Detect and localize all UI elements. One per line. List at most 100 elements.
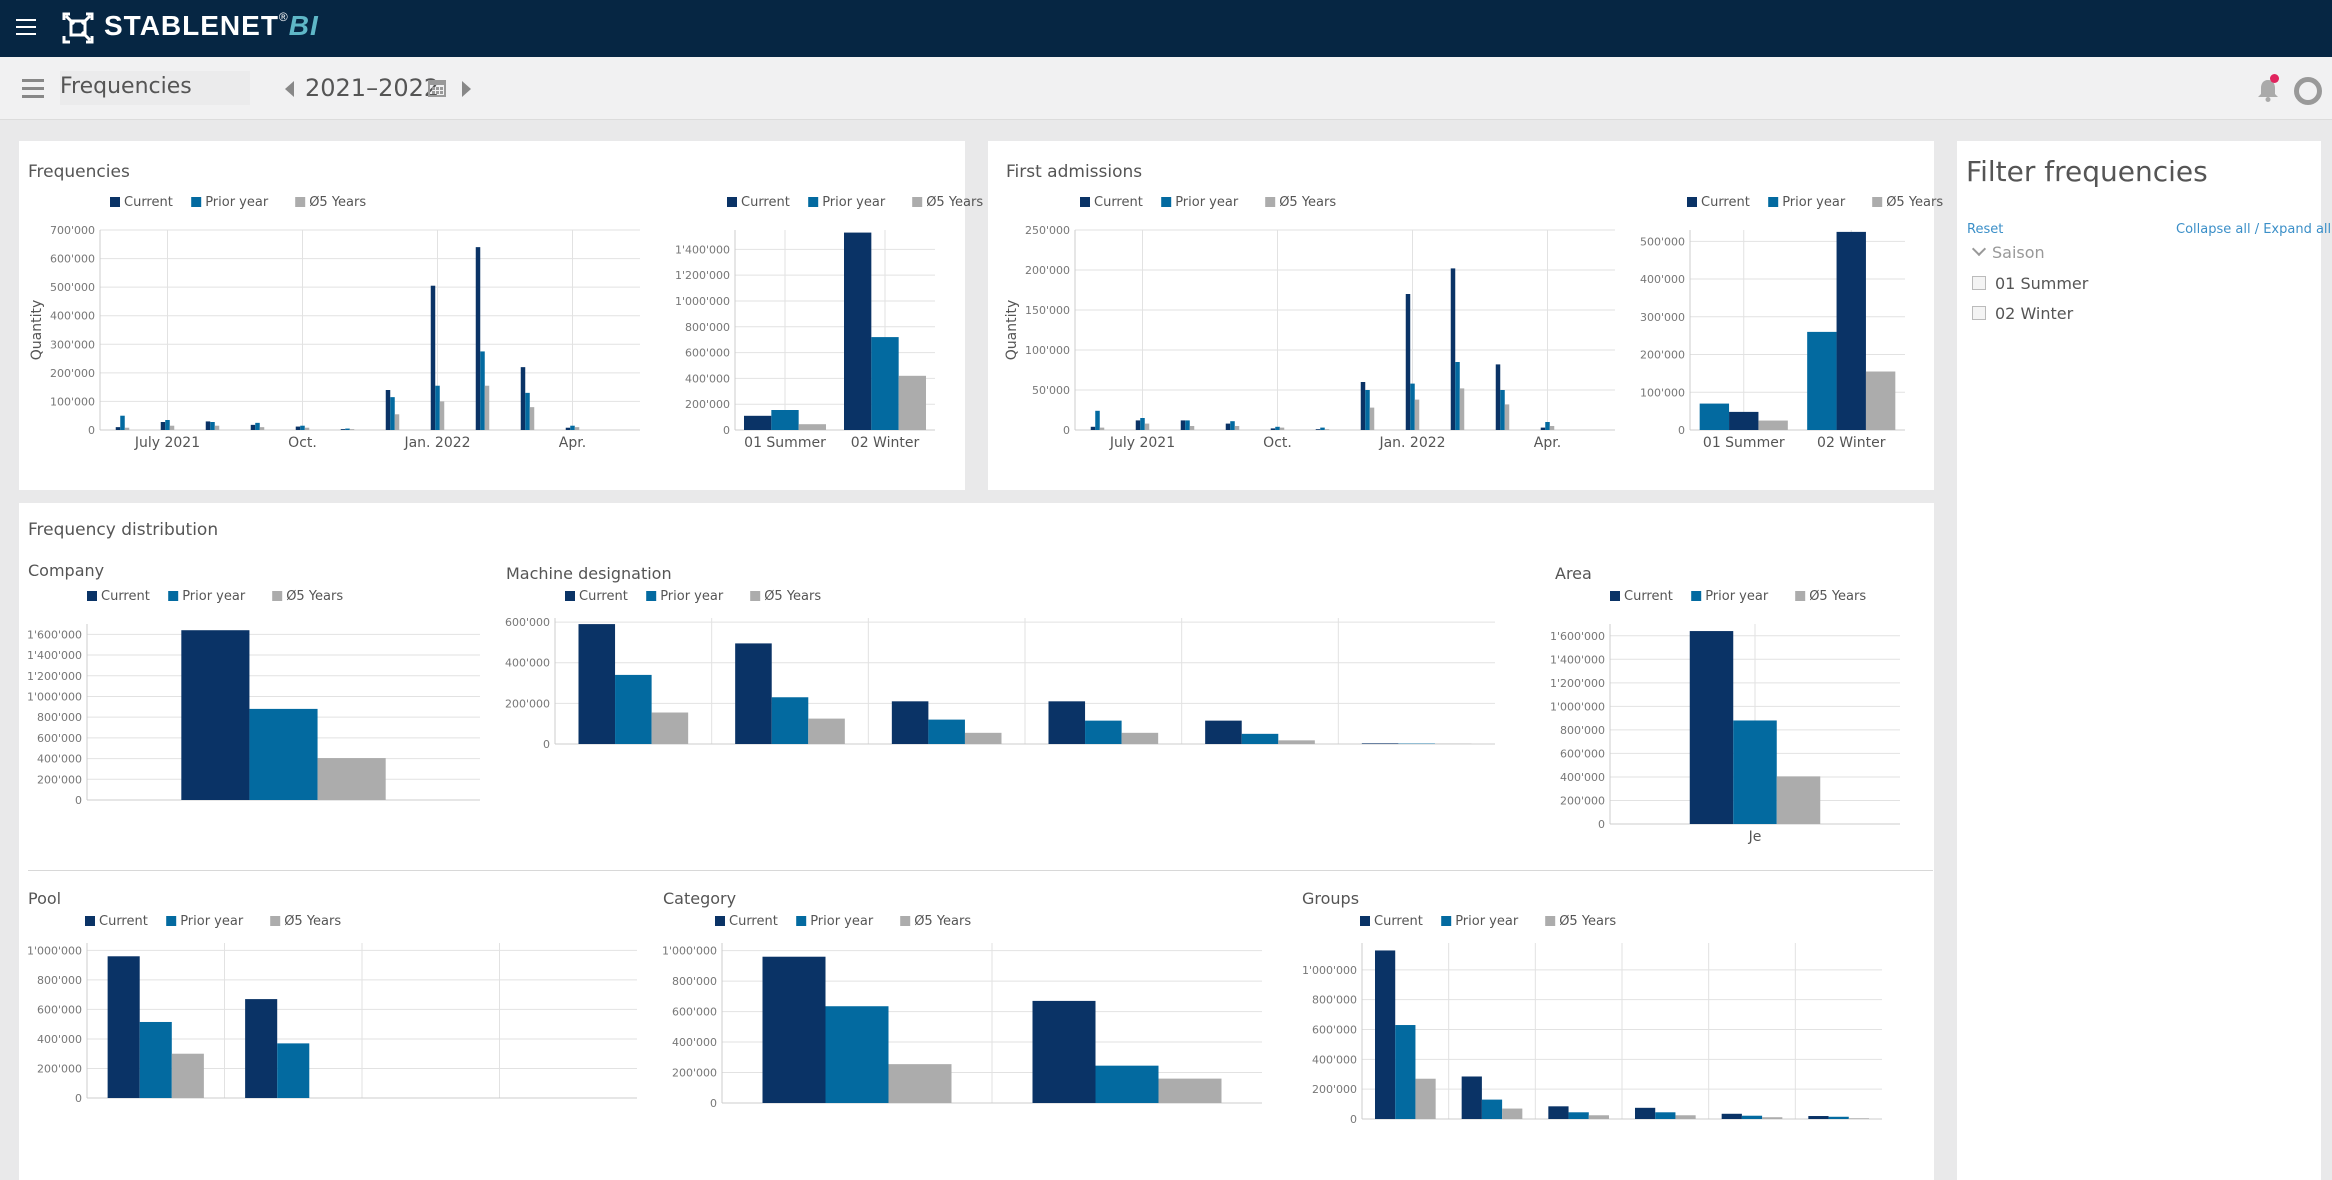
legend-swatch (727, 197, 737, 207)
bar (525, 392, 530, 430)
y-tick-label: 150'000 (1025, 304, 1070, 317)
bar (1365, 390, 1370, 430)
legend-swatch (85, 916, 95, 926)
legend-label: Ø5 Years (309, 195, 366, 210)
bar (120, 415, 125, 430)
legend-swatch (900, 916, 911, 926)
y-tick-label: 400'000 (37, 1033, 82, 1046)
bar (1095, 410, 1100, 430)
first-admissions-monthly-chart: Current Prior year Ø5 Years 0 50'000 100'000 1… (1004, 195, 1615, 451)
x-tick-label: July 2021 (134, 435, 200, 451)
bar (1828, 1116, 1849, 1119)
saison-group-toggle[interactable]: Saison (1971, 241, 2045, 262)
bar (1405, 294, 1411, 430)
legend-swatch (715, 916, 725, 926)
filter-option-summer[interactable]: 01 Summer (1972, 274, 2088, 293)
y-tick-label: 1'000'000 (1302, 964, 1357, 977)
bar (1545, 422, 1550, 430)
legend-label: Ø5 Years (1809, 589, 1866, 604)
legend-label: Prior year (1455, 914, 1519, 929)
y-tick-label: 800'000 (1312, 994, 1357, 1007)
legend-swatch (1265, 197, 1276, 207)
bar (107, 956, 140, 1098)
main-menu-icon[interactable] (16, 19, 36, 37)
y-tick-label: 200'000 (1560, 794, 1605, 807)
collapse-expand-link[interactable]: Collapse all / Expand all (2176, 222, 2332, 237)
legend-label: Ø5 Years (1559, 914, 1616, 929)
checkbox[interactable] (1972, 306, 1986, 320)
bar (1395, 1025, 1416, 1119)
y-tick-label: 300'000 (50, 338, 95, 351)
x-tick-label: July 2021 (1109, 435, 1175, 451)
bar (345, 428, 350, 430)
legend-label: Prior year (1782, 195, 1846, 210)
calendar-icon[interactable] (428, 79, 446, 97)
bar (1095, 1065, 1159, 1103)
y-tick-label: 0 (75, 794, 82, 807)
y-tick-label: 0 (710, 1097, 717, 1110)
bar (115, 427, 121, 430)
x-tick-label: Je (1748, 829, 1762, 845)
pool-chart: Current Prior year Ø5 Years 0 200'000 400'000… (27, 914, 637, 1105)
bar (1189, 426, 1195, 430)
x-tick-label: Oct. (1263, 435, 1292, 451)
bar (1205, 720, 1242, 744)
saison-label: Saison (1992, 243, 2045, 262)
filter-option-winter[interactable]: 02 Winter (1972, 304, 2073, 323)
y-tick-label: 400'000 (37, 753, 82, 766)
distribution-title: Frequency distribution (28, 520, 219, 540)
legend-label: Ø5 Years (1886, 195, 1943, 210)
y-tick-label: 200'000 (37, 773, 82, 786)
brand-reg: ® (278, 10, 289, 24)
machine-chart: Current Prior year Ø5 Years 0 200'000 400'000… (505, 589, 1495, 751)
bar (1275, 426, 1280, 430)
legend-label: Current (741, 195, 790, 210)
next-period-icon[interactable] (462, 81, 471, 97)
x-tick-label: Oct. (288, 435, 317, 451)
y-tick-label: 1'000'000 (27, 690, 82, 703)
bar (871, 337, 899, 430)
notification-bell-icon[interactable] (2255, 77, 2281, 103)
checkbox[interactable] (1972, 276, 1986, 290)
bar (1278, 740, 1315, 744)
bar (898, 375, 926, 430)
legend-swatch (191, 197, 202, 207)
bar (808, 718, 845, 744)
bar (1375, 950, 1396, 1119)
bar (1504, 404, 1510, 430)
bar (1234, 426, 1240, 430)
bar (1158, 1078, 1222, 1103)
legend-swatch (750, 591, 761, 601)
bar (1461, 1076, 1482, 1119)
area-title: Area (1555, 564, 1592, 583)
previous-period-icon[interactable] (285, 81, 294, 97)
legend-label: Current (729, 914, 778, 929)
legend-label: Ø5 Years (914, 914, 971, 929)
bar (1568, 1112, 1589, 1119)
brand-logo: STABLENET®BI (104, 10, 319, 42)
user-avatar-icon[interactable] (2294, 77, 2322, 105)
brand-name: STABLENET (104, 10, 279, 41)
legend-swatch (1768, 197, 1779, 207)
bar (651, 712, 689, 744)
bar (245, 999, 278, 1098)
x-tick-label: Apr. (1534, 435, 1561, 451)
y-tick-label: 0 (75, 1092, 82, 1105)
brand-suffix: BI (288, 10, 319, 41)
x-tick-label: 01 Summer (1703, 435, 1785, 451)
bar (1410, 383, 1415, 430)
y-tick-label: 500'000 (50, 281, 95, 294)
category-title: Category (663, 889, 737, 908)
bar (1414, 399, 1420, 430)
side-menu-icon[interactable] (22, 79, 44, 99)
bar (205, 421, 211, 430)
category-chart: Current Prior year Ø5 Years 0 200'000 400'000… (662, 914, 1262, 1110)
y-tick-label: 0 (723, 424, 730, 437)
bar (430, 285, 436, 430)
y-tick-label: 0 (1063, 424, 1070, 437)
bar (1836, 231, 1866, 430)
y-tick-label: 500'000 (1640, 235, 1685, 248)
reset-link[interactable]: Reset (1967, 222, 2004, 237)
y-tick-label: 600'000 (672, 1006, 717, 1019)
legend-swatch (912, 197, 923, 207)
